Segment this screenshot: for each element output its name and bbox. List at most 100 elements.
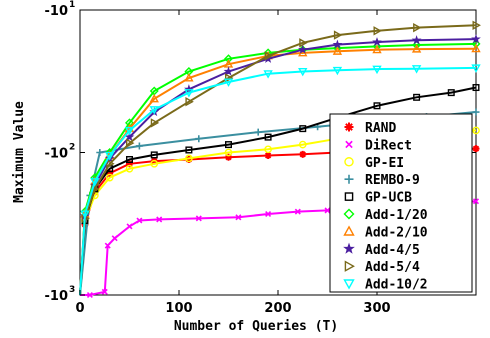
data-point — [136, 217, 143, 224]
data-point — [184, 73, 194, 82]
data-point — [264, 152, 272, 160]
data-point — [472, 108, 480, 116]
data-point — [156, 216, 163, 223]
data-point — [184, 89, 194, 98]
legend-label: GP-EI — [365, 156, 404, 171]
legend-label: Add-10/2 — [365, 278, 428, 293]
data-point — [333, 30, 343, 40]
data-point — [185, 156, 193, 164]
legend-marker — [344, 260, 355, 272]
data-point — [324, 207, 331, 214]
data-point — [106, 169, 114, 177]
y-tick-label: -10 — [45, 147, 69, 162]
legend-item: GP-EI — [344, 156, 404, 171]
data-point — [126, 138, 135, 148]
data-point — [372, 44, 382, 54]
data-point — [471, 33, 481, 44]
data-point — [184, 84, 194, 94]
data-point — [411, 44, 422, 53]
data-point — [298, 140, 307, 149]
legend-marker — [344, 174, 354, 184]
legend-marker — [343, 242, 355, 254]
x-tick-label: 0 — [75, 301, 84, 316]
y-tick-exponent: 2 — [69, 143, 75, 153]
legend-marker — [343, 225, 355, 236]
data-point — [263, 70, 273, 79]
legend-item: Add-4/5 — [343, 242, 420, 258]
data-point — [299, 150, 307, 158]
data-point — [149, 106, 159, 115]
data-point — [264, 133, 272, 141]
legend-item: REMBO-9 — [344, 173, 420, 188]
data-point — [150, 159, 159, 168]
data-point — [372, 37, 382, 47]
data-point — [298, 67, 308, 77]
data-point — [472, 84, 480, 92]
data-point — [185, 97, 194, 107]
data-point — [185, 154, 193, 163]
data-point — [105, 173, 114, 182]
legend-label: DiRect — [365, 138, 412, 153]
x-tick-label: 300 — [363, 301, 390, 316]
y-tick-exponent: 1 — [69, 0, 75, 10]
y-tick-label: -10 — [45, 289, 69, 304]
legend-label: Add-1/20 — [365, 208, 428, 223]
x-tick-label: 200 — [264, 301, 291, 316]
series-add-10-2 — [79, 64, 481, 296]
data-point — [225, 153, 232, 161]
data-point — [332, 39, 343, 49]
data-point — [471, 64, 481, 73]
data-point — [264, 51, 274, 61]
series-line — [79, 66, 477, 296]
data-point — [332, 46, 343, 55]
data-point — [411, 65, 422, 74]
data-point — [80, 210, 90, 219]
data-point — [223, 78, 234, 87]
legend-item: RAND — [344, 121, 396, 136]
data-point — [373, 26, 382, 36]
data-point — [471, 39, 481, 49]
data-point — [254, 128, 262, 136]
legend-label: Add-5/4 — [365, 260, 420, 275]
legend-item: Add-1/20 — [343, 208, 428, 223]
data-point — [195, 135, 203, 143]
data-point — [105, 152, 115, 161]
data-point — [413, 22, 422, 33]
legend-item: Add-10/2 — [343, 278, 428, 293]
legend-item: GP-UCB — [344, 191, 412, 206]
data-point — [126, 160, 133, 168]
data-point — [294, 208, 301, 215]
data-point — [299, 125, 307, 133]
data-point — [125, 164, 134, 173]
data-point — [104, 242, 111, 249]
data-point — [264, 145, 272, 154]
legend-item: Add-5/4 — [344, 260, 420, 275]
data-point — [224, 141, 232, 149]
data-point — [373, 102, 381, 110]
data-point — [223, 66, 234, 76]
series-line — [79, 24, 477, 296]
data-point — [101, 288, 108, 295]
data-point — [372, 65, 382, 75]
data-point — [150, 151, 158, 159]
legend-marker — [344, 122, 354, 132]
legend-marker — [345, 140, 353, 149]
legend-marker — [344, 192, 354, 201]
data-point — [149, 93, 159, 103]
legend-label: Add-2/10 — [365, 225, 428, 240]
y-tick-label: -10 — [45, 4, 69, 19]
y-axis-title: Maximum Value — [12, 101, 27, 203]
x-axis-title: Number of Queries (T) — [174, 319, 338, 334]
y-tick-exponent: 3 — [69, 285, 75, 295]
data-point — [411, 35, 422, 45]
data-point — [299, 38, 308, 48]
legend-label: RAND — [365, 121, 396, 136]
data-point — [124, 132, 135, 142]
data-point — [472, 145, 480, 153]
legend-label: GP-UCB — [365, 191, 412, 206]
x-tick-label: 100 — [165, 301, 192, 316]
data-point — [124, 126, 135, 136]
data-point — [135, 142, 143, 150]
data-point — [126, 223, 133, 230]
